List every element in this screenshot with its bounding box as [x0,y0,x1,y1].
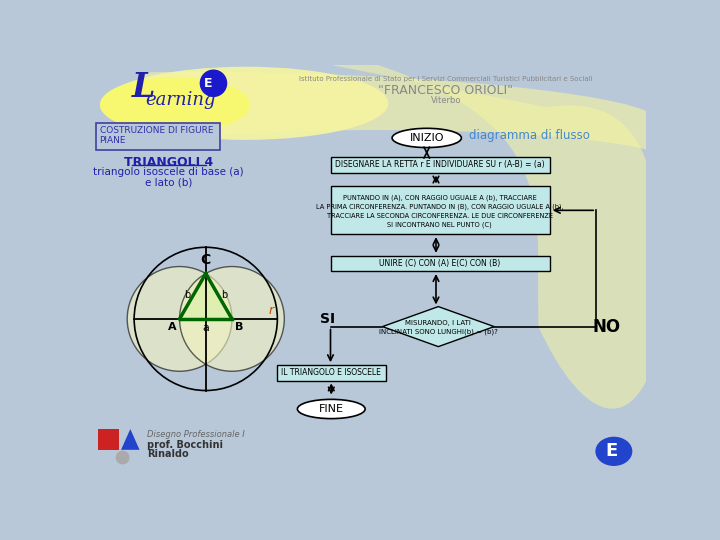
FancyBboxPatch shape [330,157,550,173]
Text: LA PRIMA CIRCONFERENZA. PUNTANDO IN (B), CON RAGGIO UGUALE A (b),: LA PRIMA CIRCONFERENZA. PUNTANDO IN (B),… [316,204,564,210]
Ellipse shape [392,129,462,147]
Ellipse shape [104,67,388,140]
Text: b: b [221,290,228,300]
Text: PUNTANDO IN (A), CON RAGGIO UGUALE A (b), TRACCIARE: PUNTANDO IN (A), CON RAGGIO UGUALE A (b)… [343,194,536,201]
Text: C: C [201,253,211,267]
Text: L: L [132,71,156,104]
Text: TRIANGOLI 4: TRIANGOLI 4 [124,156,213,168]
Text: UNIRE (C) CON (A) E(C) CON (B): UNIRE (C) CON (A) E(C) CON (B) [379,259,500,268]
Text: NO: NO [592,318,620,335]
Text: E: E [606,442,618,460]
Text: "FRANCESCO ORIOLI": "FRANCESCO ORIOLI" [379,84,513,97]
PathPatch shape [0,105,662,540]
Text: a: a [202,323,210,333]
Polygon shape [382,307,494,347]
Circle shape [179,267,284,372]
Ellipse shape [297,400,365,419]
Text: MISURANDO, I LATI: MISURANDO, I LATI [405,320,471,326]
Text: Viterbo: Viterbo [431,96,462,105]
PathPatch shape [138,72,647,150]
Text: IL TRIANGOLO E ISOSCELE: IL TRIANGOLO E ISOSCELE [282,368,381,377]
FancyBboxPatch shape [330,186,550,234]
Text: earning: earning [145,91,216,109]
Text: SI: SI [320,312,335,326]
Text: FINE: FINE [319,404,343,414]
Text: r: r [269,304,274,318]
Ellipse shape [100,77,250,132]
Text: Istituto Professionale di Stato per i Servizi Commerciali Turistici Pubblicitari: Istituto Professionale di Stato per i Se… [300,76,593,82]
FancyBboxPatch shape [98,429,119,450]
Text: DISEGNARE LA RETTA r E INDIVIDUARE SU r (A-B) = (a): DISEGNARE LA RETTA r E INDIVIDUARE SU r … [335,160,544,170]
Text: PIANE: PIANE [99,136,126,145]
Text: triangolo isoscele di base (a): triangolo isoscele di base (a) [94,167,244,177]
FancyBboxPatch shape [330,256,550,271]
FancyBboxPatch shape [96,123,220,150]
Polygon shape [121,429,140,450]
Text: A: A [168,322,176,332]
Text: INIZIO: INIZIO [410,133,444,143]
Polygon shape [179,274,232,319]
Text: Disegno Professionale I: Disegno Professionale I [148,430,245,439]
Text: SI INCONTRANO NEL PUNTO (C): SI INCONTRANO NEL PUNTO (C) [387,222,492,228]
Text: E: E [204,77,212,90]
Text: e lato (b): e lato (b) [145,178,192,188]
Text: B: B [235,322,243,332]
FancyBboxPatch shape [276,365,386,381]
Circle shape [127,267,232,372]
Text: TRACCIARE LA SECONDA CIRCONFERENZA. LE DUE CIRCONFERENZE: TRACCIARE LA SECONDA CIRCONFERENZA. LE D… [327,213,553,219]
Text: INCLINATI SONO LUNGHI(b) = (b)?: INCLINATI SONO LUNGHI(b) = (b)? [379,329,498,335]
Text: COSTRUZIONE DI FIGURE: COSTRUZIONE DI FIGURE [99,126,213,136]
Text: diagramma di flusso: diagramma di flusso [469,129,590,142]
Circle shape [200,70,227,96]
Circle shape [116,450,130,464]
Text: b: b [184,290,190,300]
Text: Rinaldo: Rinaldo [148,449,189,459]
Ellipse shape [595,437,632,466]
Text: prof. Bocchini: prof. Bocchini [148,440,223,450]
